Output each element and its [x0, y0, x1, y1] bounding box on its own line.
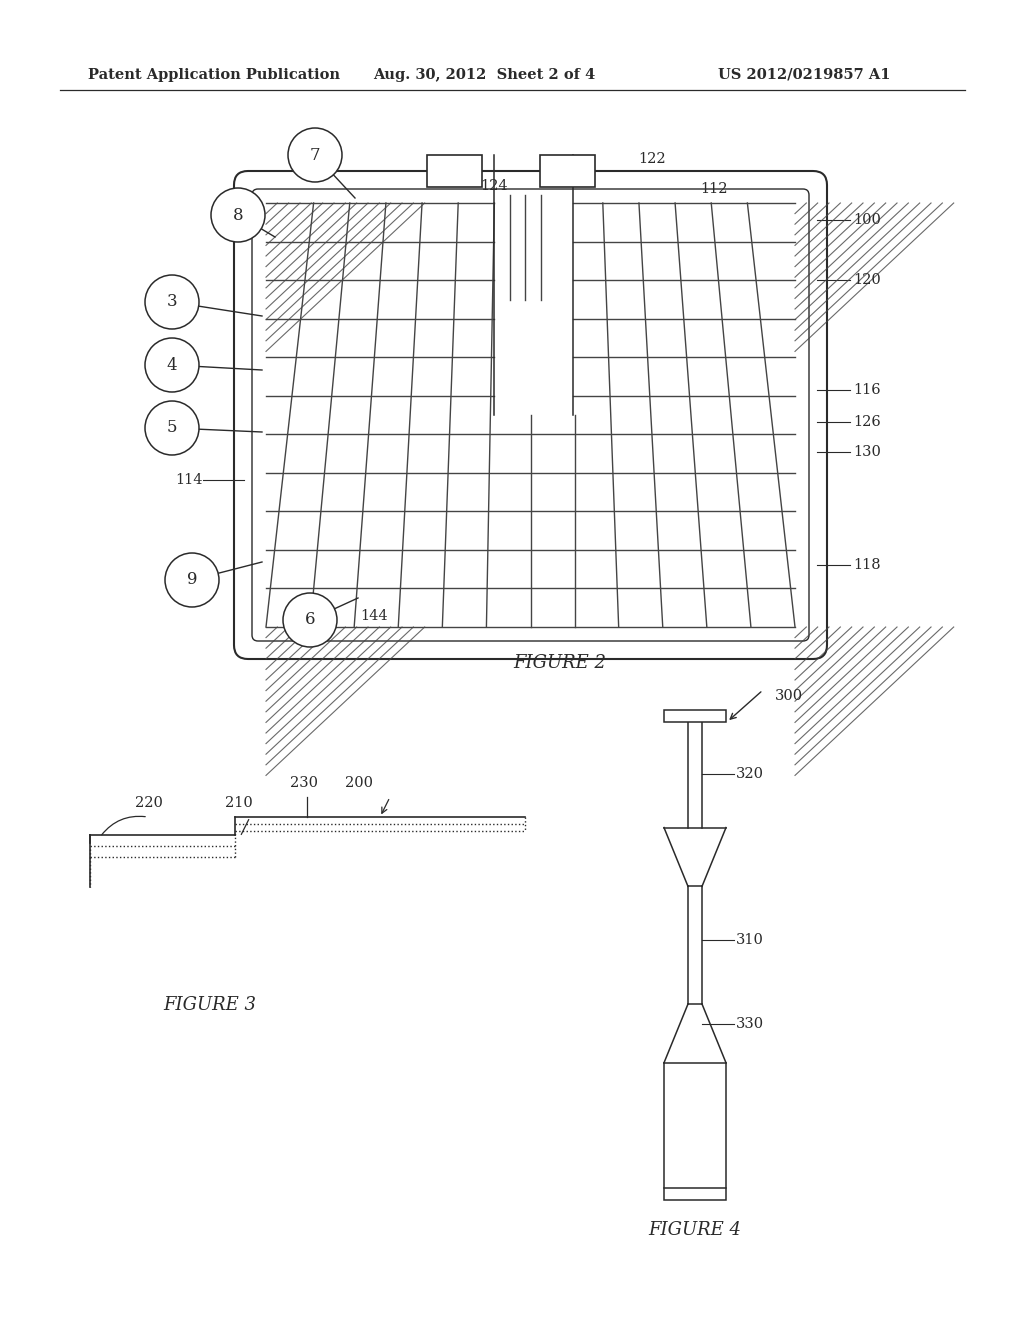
Text: Patent Application Publication: Patent Application Publication	[88, 69, 340, 82]
FancyBboxPatch shape	[234, 172, 827, 659]
Text: 220: 220	[135, 796, 163, 810]
Bar	[664, 1188, 726, 1200]
Text: 126: 126	[853, 414, 881, 429]
Text: 144: 144	[360, 609, 388, 623]
Text: 100: 100	[853, 213, 881, 227]
Text: 9: 9	[186, 572, 198, 589]
Circle shape	[211, 187, 265, 242]
Text: 122: 122	[638, 152, 666, 166]
Text: 6: 6	[305, 611, 315, 628]
Text: 114: 114	[175, 473, 203, 487]
Text: Aug. 30, 2012  Sheet 2 of 4: Aug. 30, 2012 Sheet 2 of 4	[373, 69, 595, 82]
Text: 4: 4	[167, 356, 177, 374]
Text: 210: 210	[225, 796, 253, 810]
Text: FIGURE 2: FIGURE 2	[513, 653, 606, 672]
Text: 130: 130	[853, 445, 881, 459]
Text: 300: 300	[775, 689, 803, 704]
Circle shape	[283, 593, 337, 647]
Circle shape	[288, 128, 342, 182]
Text: 310: 310	[736, 933, 764, 948]
Text: 8: 8	[232, 206, 244, 223]
Bar	[664, 710, 726, 722]
Text: 3: 3	[167, 293, 177, 310]
Text: US 2012/0219857 A1: US 2012/0219857 A1	[718, 69, 891, 82]
Text: 116: 116	[853, 383, 881, 397]
Bar	[427, 154, 481, 187]
Text: 120: 120	[853, 273, 881, 286]
Bar	[540, 154, 595, 187]
Text: 5: 5	[167, 420, 177, 437]
Text: 200: 200	[345, 776, 373, 789]
Text: 124: 124	[480, 180, 508, 193]
Circle shape	[165, 553, 219, 607]
Text: 230: 230	[290, 776, 318, 789]
Text: 112: 112	[700, 182, 727, 195]
Bar	[494, 203, 572, 414]
Text: 320: 320	[736, 767, 764, 780]
Text: 118: 118	[853, 558, 881, 572]
Text: FIGURE 3: FIGURE 3	[164, 997, 256, 1014]
Text: 330: 330	[736, 1016, 764, 1031]
Circle shape	[145, 338, 199, 392]
Text: FIGURE 4: FIGURE 4	[648, 1221, 741, 1239]
Text: 7: 7	[309, 147, 321, 164]
Circle shape	[145, 401, 199, 455]
Circle shape	[145, 275, 199, 329]
